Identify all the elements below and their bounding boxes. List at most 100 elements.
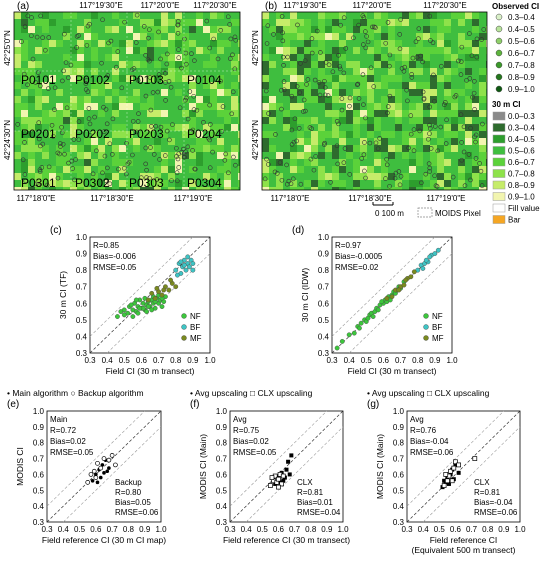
map-cell	[91, 19, 98, 26]
map-cell	[332, 68, 339, 75]
map-cell	[49, 96, 56, 103]
legend-label: MF	[190, 334, 202, 343]
observed-ci-marker	[51, 134, 56, 139]
observed-ci-marker	[279, 177, 285, 183]
map-cell	[210, 89, 217, 96]
map-cell	[339, 180, 346, 187]
map-cell	[175, 187, 182, 190]
map-cell	[154, 152, 161, 159]
data-point	[351, 330, 357, 336]
map-cell	[196, 33, 203, 40]
map-cell	[486, 12, 487, 19]
map-cell	[203, 26, 210, 33]
map-cell	[451, 68, 458, 75]
map-cell	[98, 40, 105, 47]
observed-ci-marker	[227, 22, 232, 27]
map-cell	[430, 152, 437, 159]
map-cell	[70, 89, 77, 96]
observed-ci-marker	[266, 111, 271, 116]
observed-ci-marker	[46, 86, 51, 91]
observed-ci-marker	[158, 56, 163, 62]
map-cell	[49, 187, 56, 190]
map-cell	[105, 124, 112, 131]
data-point	[187, 264, 192, 270]
map-cell	[70, 124, 77, 131]
map-cell	[325, 61, 332, 68]
map-cell	[140, 103, 147, 110]
map-cell	[42, 173, 49, 180]
map-cell	[147, 117, 154, 124]
map-cell	[381, 131, 388, 138]
data-point	[276, 484, 281, 490]
map-cell	[325, 145, 332, 152]
observed-ci-marker	[124, 171, 129, 177]
map-cell	[458, 61, 465, 68]
map-cell	[367, 124, 374, 131]
map-cell	[381, 187, 388, 190]
observed-ci-marker	[359, 156, 365, 161]
map-b-top-tick-1: 117°19'30"E	[283, 1, 326, 10]
map-cell	[98, 82, 105, 89]
observed-ci-marker	[169, 178, 174, 183]
map-cell	[381, 145, 388, 152]
observed-ci-marker	[364, 34, 369, 39]
map-cell	[133, 47, 140, 54]
observed-ci-marker	[92, 114, 97, 120]
map-cell	[353, 75, 360, 82]
observed-ci-marker	[21, 71, 27, 77]
data-point	[346, 332, 352, 338]
map-cell	[472, 47, 479, 54]
map-cell	[91, 61, 98, 68]
map-cell	[402, 82, 409, 89]
map-cell	[14, 152, 21, 159]
map-cell	[238, 54, 240, 61]
map-cell	[423, 19, 430, 26]
map-cell	[346, 68, 353, 75]
map-cell	[196, 68, 203, 75]
map-cell	[297, 19, 304, 26]
observed-ci-marker	[280, 30, 285, 36]
map-cell	[367, 68, 374, 75]
map-cell	[283, 47, 290, 54]
observed-ci-marker	[22, 140, 27, 145]
map-cell	[231, 159, 238, 166]
observed-ci-marker	[36, 120, 42, 125]
map-cell	[346, 124, 353, 131]
map-cell	[133, 173, 140, 180]
map-cell	[119, 54, 126, 61]
legend-swatch	[181, 324, 187, 330]
map-b-left-tick-2: 42°24'30"N	[251, 120, 260, 160]
map-cell	[451, 54, 458, 61]
map-cell	[388, 180, 395, 187]
plus-band-line	[229, 410, 328, 507]
map-cell	[479, 110, 486, 117]
map-cell	[486, 61, 487, 68]
map-cell	[182, 124, 189, 131]
map-cell	[231, 166, 238, 173]
map-cell	[112, 47, 119, 54]
map-cell	[451, 110, 458, 117]
map-cell	[140, 12, 147, 19]
plus-band-line	[331, 236, 436, 337]
observed-ci-marker	[323, 59, 329, 65]
map-cell	[486, 131, 487, 138]
data-point	[448, 468, 453, 474]
map-cell	[189, 124, 196, 131]
map-cell	[388, 68, 395, 75]
map-cell	[42, 166, 49, 173]
observed-legend-swatch	[495, 61, 503, 69]
map-cell	[479, 33, 486, 40]
map-cell	[325, 96, 332, 103]
map-cell	[70, 40, 77, 47]
plot-label-p0204: P0204	[187, 127, 222, 141]
map-cell	[224, 166, 231, 173]
observed-ci-marker	[339, 107, 345, 113]
observed-ci-marker	[298, 181, 304, 187]
data-point	[113, 462, 118, 468]
map-cell	[395, 145, 402, 152]
data-point	[403, 277, 409, 283]
map-cell	[42, 145, 49, 152]
map-cell	[217, 131, 224, 138]
map-cell	[161, 47, 168, 54]
map-cell	[269, 187, 276, 190]
